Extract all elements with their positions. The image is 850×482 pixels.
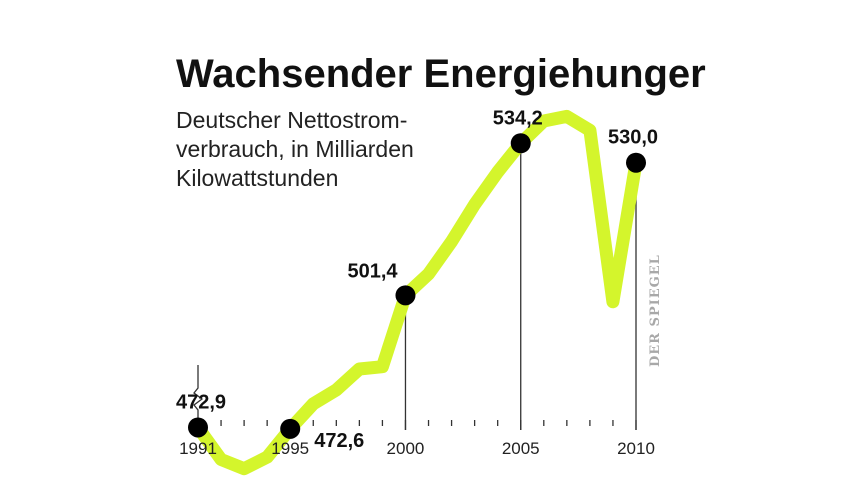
marker-2005 — [510, 133, 531, 154]
consumption-line — [191, 109, 643, 476]
x-tick-label-2010: 2010 — [617, 439, 655, 458]
value-label-1991: 472,9 — [176, 391, 226, 413]
chart-title: Wachsender Energiehunger — [176, 52, 706, 96]
data-labels: 472,9 472,6 501,4 534,2 530,0 — [176, 107, 658, 452]
value-label-2010: 530,0 — [608, 127, 658, 149]
x-axis — [193, 365, 637, 430]
x-tick-label-2005: 2005 — [502, 439, 540, 458]
chart-subtitle-line-2: verbrauch, in Milliarden — [176, 136, 414, 162]
value-label-2005: 534,2 — [493, 107, 543, 129]
marker-1991 — [188, 417, 208, 438]
x-tick-label-1991: 1991 — [179, 439, 217, 458]
marker-2010 — [626, 152, 646, 173]
chart-subtitle-line-3: Kilowattstunden — [176, 165, 338, 191]
x-tick-label-1995: 1995 — [271, 439, 309, 458]
value-label-2000: 501,4 — [347, 260, 398, 282]
x-tick-labels: 1991 1995 2000 2005 2010 — [179, 439, 655, 458]
marker-1995 — [280, 418, 301, 439]
source-credit: DER SPIEGEL — [648, 254, 663, 367]
marker-2000 — [395, 285, 416, 306]
axis-break-icon — [193, 365, 204, 420]
data-markers — [188, 133, 646, 439]
chart-subtitle-line-1: Deutscher Nettostrom- — [176, 107, 407, 133]
value-label-1995: 472,6 — [314, 430, 364, 452]
x-tick-label-2000: 2000 — [387, 439, 425, 458]
